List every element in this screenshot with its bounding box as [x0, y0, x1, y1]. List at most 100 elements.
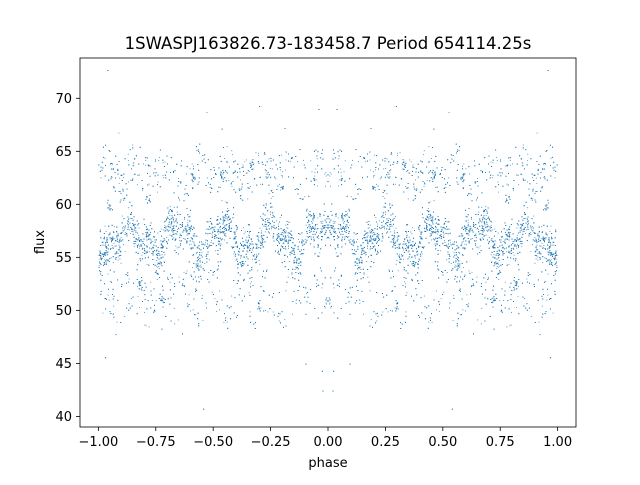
data-point [272, 311, 274, 313]
data-point [139, 281, 141, 283]
data-point [138, 227, 140, 229]
data-point [414, 245, 416, 246]
data-point [374, 189, 376, 191]
data-point [146, 263, 148, 265]
data-point [530, 231, 532, 233]
data-point [510, 324, 512, 326]
data-point [164, 254, 166, 256]
data-point [271, 168, 273, 170]
data-point [119, 258, 121, 260]
data-point [142, 189, 143, 191]
data-point [290, 251, 292, 253]
data-point [199, 265, 200, 267]
data-point [540, 245, 542, 247]
data-point [186, 270, 188, 272]
data-point [113, 243, 115, 245]
data-point [319, 232, 321, 234]
data-point [462, 181, 464, 183]
data-point [396, 259, 398, 261]
data-point [504, 281, 506, 283]
data-point [430, 229, 432, 230]
data-point [377, 234, 379, 236]
data-point [346, 227, 348, 229]
data-point [525, 232, 527, 234]
data-point [328, 237, 330, 239]
data-point [478, 233, 480, 235]
data-point [110, 204, 112, 206]
data-point [556, 254, 557, 256]
data-point [244, 161, 246, 163]
data-point [492, 247, 494, 249]
data-point [458, 251, 460, 253]
data-point [341, 212, 343, 214]
data-point [517, 174, 519, 176]
data-point [342, 218, 344, 220]
data-point [405, 311, 407, 313]
data-point [148, 183, 150, 185]
data-point [188, 294, 190, 296]
data-point [179, 233, 181, 235]
data-point [384, 228, 386, 230]
data-point [231, 295, 233, 297]
data-point [141, 254, 143, 256]
data-point [522, 144, 524, 146]
data-point [228, 180, 230, 182]
data-point [278, 320, 280, 322]
data-point [491, 229, 493, 231]
data-point [197, 149, 199, 151]
data-point [255, 152, 257, 154]
data-point [120, 262, 122, 264]
data-point [407, 251, 409, 253]
data-point [258, 154, 259, 156]
data-point [395, 263, 397, 265]
data-point [104, 225, 106, 227]
data-points [98, 70, 558, 410]
data-point [313, 212, 315, 214]
data-point [329, 172, 331, 174]
data-point [492, 162, 494, 164]
data-point [285, 169, 287, 171]
data-point [164, 224, 166, 226]
data-point [419, 245, 421, 247]
data-point [107, 273, 109, 275]
data-point [544, 257, 546, 259]
data-point [545, 204, 547, 206]
data-point [357, 262, 359, 264]
data-point [390, 231, 392, 233]
data-point [538, 321, 540, 323]
data-point [162, 175, 164, 176]
data-point [370, 318, 372, 320]
data-point [310, 160, 312, 162]
data-point [325, 302, 327, 304]
data-point [406, 292, 408, 294]
data-point [385, 214, 386, 215]
data-point [411, 227, 413, 229]
data-point [554, 177, 556, 179]
data-point [527, 181, 528, 183]
data-point [493, 254, 495, 256]
data-point [550, 259, 552, 261]
data-point [525, 217, 527, 219]
data-point [304, 196, 306, 198]
data-point [184, 218, 186, 220]
data-point [352, 198, 354, 200]
data-point [449, 242, 451, 244]
data-point [107, 239, 109, 241]
data-point [214, 298, 216, 300]
data-point [344, 160, 346, 162]
data-point [282, 243, 284, 245]
data-point [156, 260, 158, 261]
data-point [123, 226, 125, 227]
data-point [547, 239, 549, 241]
data-point [357, 238, 358, 240]
data-point [155, 300, 157, 302]
data-point [462, 241, 464, 242]
data-point [342, 220, 344, 222]
data-point [141, 249, 143, 250]
data-point [277, 223, 279, 225]
data-point [264, 225, 266, 227]
data-point [148, 199, 149, 201]
data-point [145, 245, 147, 247]
data-point [338, 185, 340, 187]
data-point [186, 234, 188, 236]
